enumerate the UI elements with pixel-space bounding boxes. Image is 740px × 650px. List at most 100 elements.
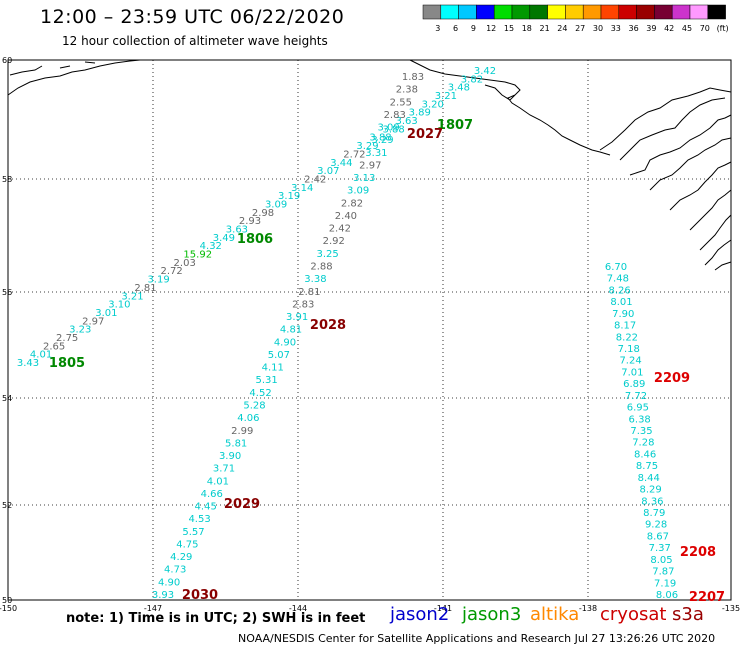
swh-value: 3.88 xyxy=(382,124,404,135)
scale-label: 12 xyxy=(486,24,496,33)
scale-label: 70 xyxy=(700,24,710,33)
swh-value: 8.29 xyxy=(639,485,661,496)
page-subtitle: 12 hour collection of altimeter wave hei… xyxy=(62,34,328,48)
swh-value: 7.18 xyxy=(618,344,640,355)
pass-label: 1805 xyxy=(49,356,85,371)
scale-swatch xyxy=(440,4,459,20)
lat-tick-label: 54 xyxy=(2,394,12,403)
swh-value: 4.06 xyxy=(237,413,259,424)
swh-value: 2.81 xyxy=(298,287,320,298)
swh-value: 3.07 xyxy=(317,166,339,177)
pass-label: 2027 xyxy=(407,127,443,142)
scale-swatch xyxy=(618,4,637,20)
swh-value: 8.06 xyxy=(656,590,678,601)
swh-value: 3.09 xyxy=(377,123,399,134)
swh-value: 8.79 xyxy=(643,508,665,519)
swh-value: 2.42 xyxy=(304,174,326,185)
swh-value: 2.81 xyxy=(134,283,156,294)
lon-tick-label: -150 xyxy=(0,604,17,613)
lon-tick-label: -144 xyxy=(289,604,307,613)
scale-swatch xyxy=(689,4,709,20)
scale-label: 6 xyxy=(453,24,458,33)
swh-value: 7.24 xyxy=(619,356,641,367)
scale-label: 18 xyxy=(522,24,532,33)
swh-value: 3.38 xyxy=(304,274,326,285)
swh-value: 3.01 xyxy=(95,308,117,319)
swh-value: 2.83 xyxy=(292,299,314,310)
swh-value: 3.89 xyxy=(409,108,431,119)
legend-s3a: s3a xyxy=(672,604,704,625)
coastline-alaska xyxy=(7,59,611,156)
legend-jason3: jason3 xyxy=(462,604,522,625)
footer-note: note: 1) Time is in UTC; 2) SWH is in fe… xyxy=(66,611,366,626)
scale-label: (ft) xyxy=(717,24,729,33)
track-labels: 3.434.012.652.753.232.973.013.103.212.81… xyxy=(17,66,678,601)
swh-value: 2.75 xyxy=(56,333,78,344)
swh-value: 3.19 xyxy=(147,275,169,286)
swh-value: 5.81 xyxy=(225,438,247,449)
swh-value: 2.92 xyxy=(323,236,345,247)
swh-value: 8.44 xyxy=(638,473,660,484)
scale-label: 9 xyxy=(471,24,476,33)
swh-value: 3.63 xyxy=(226,225,248,236)
footer-credit: NOAA/NESDIS Center for Satellite Applica… xyxy=(238,632,716,645)
swh-value: 2.55 xyxy=(390,97,412,108)
swh-value: 8.46 xyxy=(634,449,656,460)
scale-swatch xyxy=(422,4,442,20)
swh-value: 8.22 xyxy=(616,332,638,343)
scale-swatch xyxy=(654,4,673,20)
swh-value: 2.03 xyxy=(174,258,196,269)
swh-value: 4.90 xyxy=(158,577,180,588)
swh-value: 3.23 xyxy=(69,325,91,336)
swh-value: 4.90 xyxy=(274,337,296,348)
scale-label: 39 xyxy=(646,24,656,33)
swh-value: 3.91 xyxy=(286,312,308,323)
swh-value: 15.92 xyxy=(183,250,212,261)
lon-tick-label: -138 xyxy=(579,604,597,613)
swh-value: 2.72 xyxy=(160,266,182,277)
swh-value: 3.63 xyxy=(396,116,418,127)
swh-value: 3.44 xyxy=(330,158,352,169)
swh-value: 7.28 xyxy=(632,438,654,449)
swh-value: 4.52 xyxy=(249,388,271,399)
coastline-panhandle xyxy=(599,87,732,271)
swh-value: 9.28 xyxy=(645,520,667,531)
swh-value: 7.87 xyxy=(652,567,674,578)
lon-tick-label: -135 xyxy=(722,604,740,613)
swh-value: 6.38 xyxy=(629,414,651,425)
swh-value: 3.90 xyxy=(219,451,241,462)
scale-label: 45 xyxy=(682,24,692,33)
swh-value: 8.01 xyxy=(610,297,632,308)
swh-value: 3.14 xyxy=(291,183,313,194)
scale-label: 36 xyxy=(629,24,639,33)
swh-value: 3.21 xyxy=(121,291,143,302)
swh-value: 7.48 xyxy=(607,274,629,285)
lat-tick-label: 60 xyxy=(2,56,12,65)
swh-value: 3.88 xyxy=(369,133,391,144)
lat-tick-label: 52 xyxy=(2,501,12,510)
swh-value: 3.10 xyxy=(108,300,130,311)
swh-value: 3.48 xyxy=(448,83,470,94)
scale-label: 33 xyxy=(611,24,621,33)
swh-value: 4.45 xyxy=(195,502,217,513)
swh-value: 6.89 xyxy=(623,379,645,390)
swh-value: 8.36 xyxy=(641,496,663,507)
swh-value: 2.40 xyxy=(335,211,357,222)
pass-label: 2209 xyxy=(654,371,690,386)
swh-value: 3.71 xyxy=(213,464,235,475)
swh-value: 1.83 xyxy=(402,72,424,83)
swh-value: 2.98 xyxy=(252,208,274,219)
swh-value: 3.43 xyxy=(17,358,39,369)
swh-value: 2.93 xyxy=(239,216,261,227)
scale-label: 42 xyxy=(664,24,674,33)
scale-swatch xyxy=(493,4,513,20)
swh-value: 3.13 xyxy=(353,173,375,184)
swh-value: 4.01 xyxy=(30,350,52,361)
swh-value: 7.37 xyxy=(649,543,671,554)
swh-value: 3.09 xyxy=(347,186,369,197)
swh-value: 8.67 xyxy=(647,531,669,542)
swh-value: 4.29 xyxy=(170,552,192,563)
scale-swatch xyxy=(636,4,655,20)
swh-value: 8.75 xyxy=(636,461,658,472)
swh-value: 3.25 xyxy=(317,249,339,260)
